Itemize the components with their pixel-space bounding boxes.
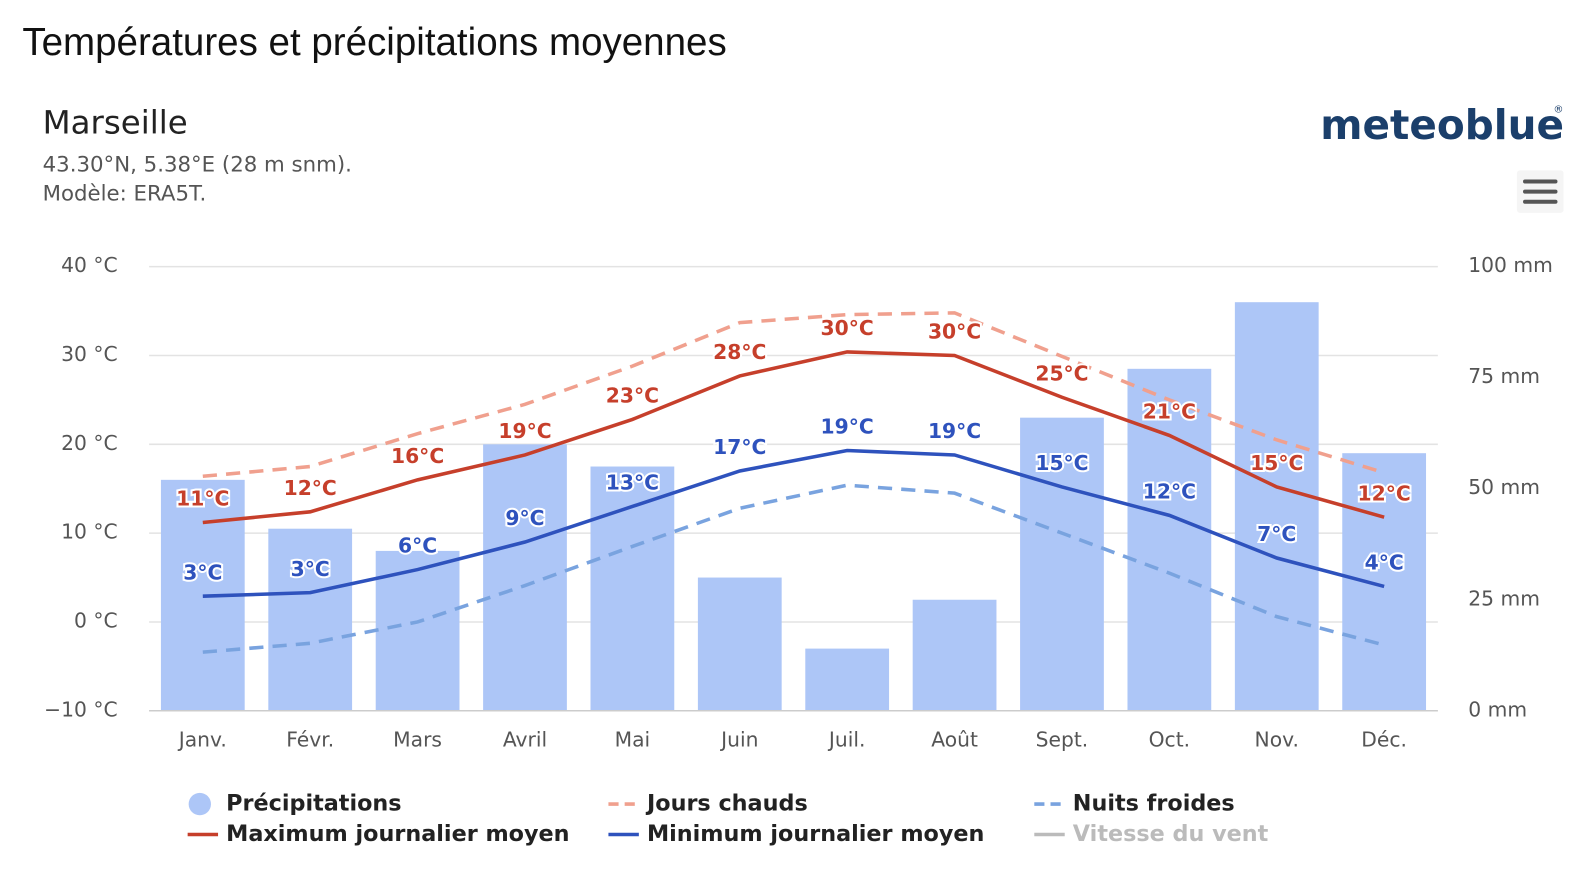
- legend-label[interactable]: Nuits froides: [1073, 791, 1235, 817]
- brand-logo: meteoblue: [1320, 101, 1564, 149]
- x-tick-label: Oct.: [1149, 728, 1190, 752]
- x-tick-label: Mars: [393, 728, 442, 752]
- data-label: 7°C: [1257, 522, 1296, 546]
- x-tick-label: Juin: [719, 728, 758, 752]
- data-label: 12°C: [1358, 481, 1411, 505]
- precip-bar: [1342, 453, 1427, 711]
- temp-line: [202, 350, 1385, 525]
- precip-bar: [805, 648, 890, 711]
- y2-tick-label: 25 mm: [1468, 586, 1540, 610]
- precip-bar: [912, 599, 997, 711]
- x-tick-label: Déc.: [1361, 728, 1407, 752]
- x-tick-label: Juil.: [827, 728, 866, 752]
- data-label: 25°C: [1035, 361, 1088, 385]
- chart-subtitle: Marseille: [43, 104, 188, 142]
- data-label: 21°C: [1143, 400, 1196, 424]
- y2-tick-label: 75 mm: [1468, 364, 1540, 388]
- data-label: 19°C: [498, 419, 551, 443]
- legend-label[interactable]: Minimum journalier moyen: [647, 821, 984, 847]
- menu-bar[interactable]: [1523, 189, 1558, 194]
- x-tick-label: Sept.: [1036, 728, 1089, 752]
- data-label: 9°C: [505, 506, 544, 530]
- precip-bar: [697, 577, 782, 711]
- data-label: 17°C: [713, 435, 766, 459]
- x-tick-label: Févr.: [286, 728, 334, 752]
- data-label: 15°C: [1035, 451, 1088, 475]
- data-label: 4°C: [1365, 551, 1404, 575]
- precip-bar: [483, 444, 567, 711]
- data-label: 15°C: [1250, 451, 1303, 475]
- dashed-line: [202, 311, 1385, 479]
- model: Modèle: ERA5T.: [43, 182, 207, 207]
- y2-tick-label: 100 mm: [1468, 253, 1553, 277]
- menu-bar[interactable]: [1523, 199, 1558, 204]
- data-label: 6°C: [398, 534, 437, 558]
- dashed-line: [202, 483, 1385, 654]
- data-label: 28°C: [713, 340, 766, 364]
- page-title: Températures et précipitations moyennes: [22, 21, 726, 64]
- brand-mark: ®: [1553, 105, 1563, 116]
- data-label: 3°C: [183, 560, 222, 584]
- data-label: 13°C: [606, 471, 659, 495]
- y-tick-label: 10 °C: [61, 520, 118, 544]
- precip-bar: [1020, 417, 1104, 711]
- menu-bar[interactable]: [1523, 179, 1558, 184]
- x-tick-label: Janv.: [177, 728, 227, 752]
- y2-tick-label: 50 mm: [1468, 475, 1540, 499]
- legend-label[interactable]: Maximum journalier moyen: [226, 821, 569, 847]
- data-label: 30°C: [928, 320, 981, 344]
- data-label: 19°C: [928, 419, 981, 443]
- x-tick-label: Mai: [615, 728, 651, 752]
- x-tick-label: Avril: [503, 728, 547, 752]
- y-tick-label: 40 °C: [61, 253, 118, 277]
- x-tick-label: Août: [931, 728, 978, 752]
- x-tick-label: Nov.: [1255, 728, 1299, 752]
- data-label: 3°C: [291, 557, 330, 581]
- temp-line: [202, 448, 1385, 598]
- data-label: 12°C: [1143, 480, 1196, 504]
- menu-button[interactable]: [1516, 170, 1564, 213]
- y-tick-label: 20 °C: [61, 431, 118, 455]
- data-label: 19°C: [821, 415, 874, 439]
- y-tick-label: 0 °C: [74, 608, 118, 632]
- precip-bar: [375, 550, 460, 711]
- legend-label[interactable]: Vitesse du vent: [1073, 821, 1269, 847]
- legend-label[interactable]: Jours chauds: [645, 791, 808, 817]
- precip-bar: [590, 466, 675, 711]
- data-label: 23°C: [606, 384, 659, 408]
- data-label: 16°C: [391, 444, 444, 468]
- location: 43.30°N, 5.38°E (28 m snm).: [43, 152, 352, 177]
- y-tick-label: −10 °C: [44, 697, 118, 721]
- y-tick-label: 30 °C: [61, 342, 118, 366]
- y2-tick-label: 0 mm: [1468, 697, 1527, 721]
- legend-label[interactable]: Précipitations: [226, 791, 401, 817]
- precip-bar: [1234, 302, 1319, 711]
- data-label: 11°C: [176, 487, 229, 511]
- precip-bar: [268, 528, 353, 711]
- legend-symbol: [188, 792, 211, 816]
- data-label: 30°C: [821, 316, 874, 340]
- data-label: 12°C: [284, 476, 337, 500]
